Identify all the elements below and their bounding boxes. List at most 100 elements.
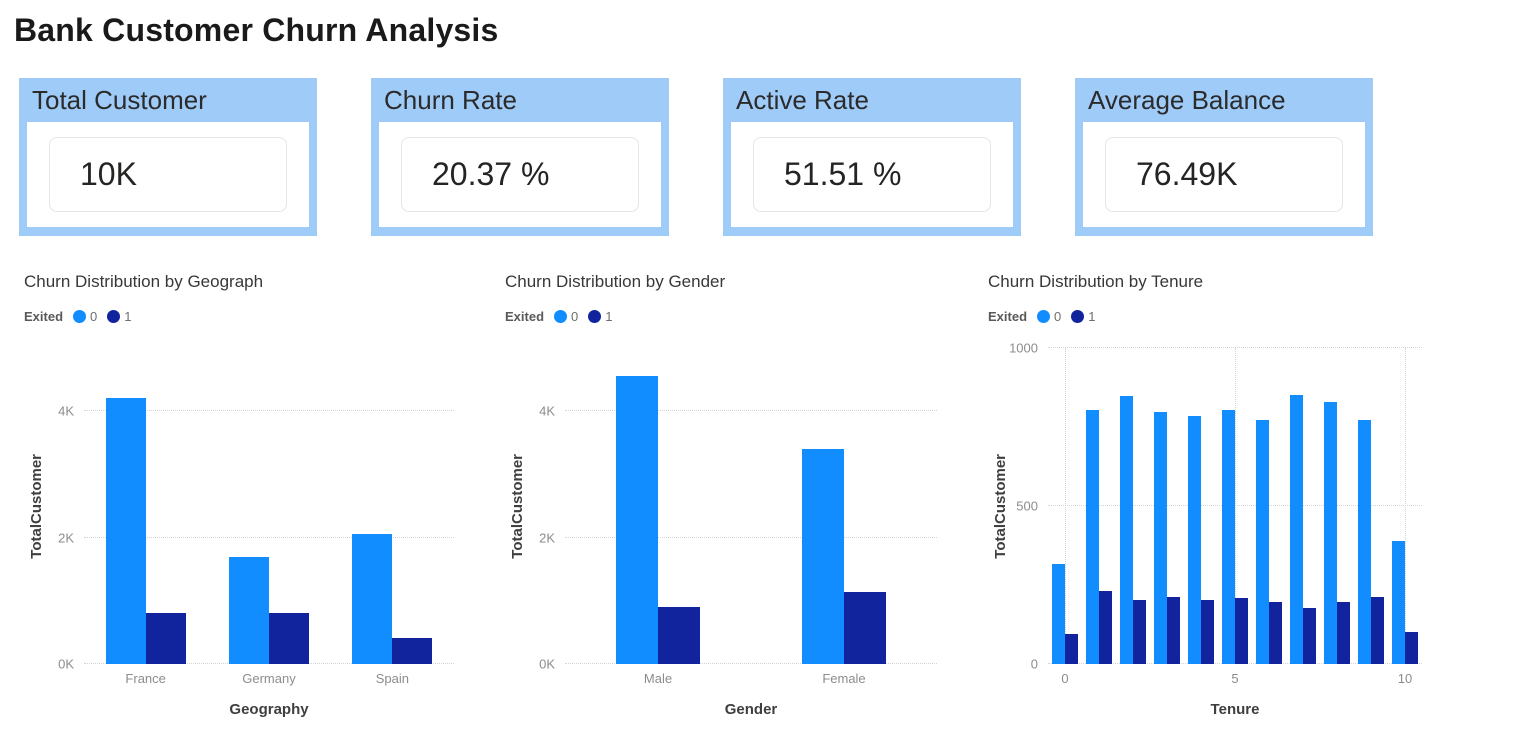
legend-title: Exited (988, 308, 1028, 324)
bar-4-exited-0[interactable] (1188, 415, 1201, 664)
bar-3-exited-1[interactable] (1167, 596, 1180, 664)
x-tick-label: 10 (1397, 671, 1413, 686)
bar-Female-exited-0[interactable] (802, 448, 844, 664)
x-gridline (1405, 348, 1406, 664)
chart-churn-by-tenure: Churn Distribution by Tenure Exited 0 1 … (988, 272, 1430, 720)
y-tick-label: 0 (1030, 656, 1038, 672)
bar-group-2 (1120, 348, 1146, 664)
legend-title: Exited (505, 308, 545, 324)
legend-item-exited-1[interactable]: 1 (107, 309, 131, 324)
y-tick-label: 1000 (1009, 340, 1038, 356)
bar-3-exited-0[interactable] (1154, 412, 1167, 664)
bar-1-exited-0[interactable] (1086, 410, 1099, 664)
bar-7-exited-0[interactable] (1290, 395, 1303, 664)
chart-title: Churn Distribution by Tenure (988, 272, 1204, 291)
kpi-card-active-rate: Active Rate 51.51 % (723, 78, 1021, 236)
kpi-card-label: Average Balance (1088, 84, 1286, 115)
kpi-value: 76.49K (1136, 156, 1238, 192)
y-axis-title: TotalCustomer (992, 453, 1009, 559)
bar-group-7 (1290, 348, 1316, 664)
x-tick-label: France (125, 671, 166, 686)
plot-outer: TotalCustomer 0K 2K 4K France Germany Spain G… (24, 344, 462, 720)
y-gridline (1048, 347, 1422, 348)
x-tick-label: 5 (1231, 671, 1239, 686)
bar-10-exited-1[interactable] (1405, 632, 1418, 664)
legend-item-exited-0[interactable]: 0 (73, 309, 97, 324)
bar-Germany-exited-1[interactable] (268, 612, 310, 664)
legend-dot-icon (554, 309, 568, 323)
x-gridline (1065, 348, 1066, 664)
legend-item-exited-0[interactable]: 0 (1037, 309, 1061, 324)
x-axis-title: Gender (724, 701, 778, 718)
y-tick-label: 0K (539, 656, 555, 672)
x-tick-label: Female (822, 671, 866, 686)
kpi-card-average-balance: Average Balance 76.49K (1075, 78, 1373, 236)
bar-group-6 (1256, 348, 1282, 664)
x-tick-label: Spain (375, 671, 409, 686)
bar-2-exited-1[interactable] (1133, 600, 1146, 664)
bar-Female-exited-1[interactable] (843, 592, 886, 664)
legend-item-label: 1 (124, 308, 132, 324)
plot-outer: TotalCustomer 0K 2K 4K Male Female Gender (505, 344, 945, 720)
kpi-value-box: 51.51 % (753, 137, 991, 212)
y-tick-label: 2K (58, 530, 74, 546)
bar-8-exited-0[interactable] (1324, 402, 1337, 664)
bar-group-8 (1324, 348, 1350, 664)
kpi-value: 20.37 % (432, 156, 550, 192)
legend-item-exited-0[interactable]: 0 (554, 309, 578, 324)
y-tick-label: 4K (58, 403, 74, 419)
bar-Spain-exited-0[interactable] (352, 533, 393, 664)
bar-1-exited-1[interactable] (1099, 590, 1112, 664)
kpi-value-box: 20.37 % (401, 137, 639, 212)
bar-Male-exited-1[interactable] (657, 607, 700, 664)
y-axis-title: TotalCustomer (509, 453, 526, 559)
bar-Male-exited-0[interactable] (616, 375, 658, 664)
y-gridline (565, 536, 937, 538)
kpi-card-churn-rate: Churn Rate 20.37 % (371, 78, 669, 236)
kpi-card-total-customer: Total Customer 10K (19, 78, 317, 236)
kpi-card-body: 76.49K (1083, 122, 1365, 227)
bar-5-exited-0[interactable] (1222, 410, 1235, 664)
bar-France-exited-0[interactable] (105, 398, 146, 664)
legend-item-exited-1[interactable]: 1 (588, 309, 612, 324)
bar-group-4 (1188, 348, 1214, 664)
bar-7-exited-1[interactable] (1303, 608, 1316, 664)
bar-6-exited-1[interactable] (1269, 602, 1282, 664)
legend-title: Exited (24, 308, 64, 324)
kpi-value-box: 10K (49, 137, 287, 212)
bar-group-5 (1222, 348, 1248, 664)
bar-group-Germany (228, 348, 310, 664)
kpi-card-body: 10K (27, 122, 309, 227)
y-tick-label: 2K (539, 530, 555, 546)
chart-churn-by-geography: Churn Distribution by Geograph Exited 0 … (24, 272, 462, 720)
bar-9-exited-1[interactable] (1371, 596, 1384, 664)
y-tick-label: 0K (58, 656, 74, 672)
bar-group-Spain (352, 348, 433, 664)
bar-Spain-exited-1[interactable] (392, 637, 433, 664)
bar-Germany-exited-0[interactable] (228, 556, 269, 664)
bar-group-1 (1086, 348, 1112, 664)
legend-item-exited-1[interactable]: 1 (1071, 309, 1095, 324)
chart-legend: Exited 0 1 (24, 306, 131, 326)
bar-6-exited-0[interactable] (1256, 420, 1269, 664)
bar-France-exited-1[interactable] (145, 612, 186, 664)
chart-churn-by-gender: Churn Distribution by Gender Exited 0 1 … (505, 272, 945, 720)
legend-item-label: 0 (90, 308, 98, 324)
bar-9-exited-0[interactable] (1358, 420, 1371, 664)
bar-8-exited-1[interactable] (1337, 601, 1350, 664)
bar-0-exited-1[interactable] (1065, 633, 1078, 664)
x-tick-label: Germany (242, 671, 296, 686)
bar-5-exited-1[interactable] (1235, 597, 1248, 664)
bar-group-3 (1154, 348, 1180, 664)
kpi-value: 10K (80, 156, 137, 192)
kpi-value-box: 76.49K (1105, 137, 1343, 212)
kpi-value: 51.51 % (784, 156, 902, 192)
bar-group-Female (802, 348, 886, 664)
bar-0-exited-0[interactable] (1052, 563, 1065, 664)
bar-2-exited-0[interactable] (1120, 396, 1133, 664)
bar-4-exited-1[interactable] (1201, 599, 1214, 664)
kpi-card-label: Churn Rate (384, 84, 517, 115)
plot-outer: TotalCustomer 0 500 1000 0 5 10 Tenure (988, 340, 1430, 720)
y-gridline (565, 410, 937, 412)
bar-10-exited-0[interactable] (1392, 541, 1405, 664)
